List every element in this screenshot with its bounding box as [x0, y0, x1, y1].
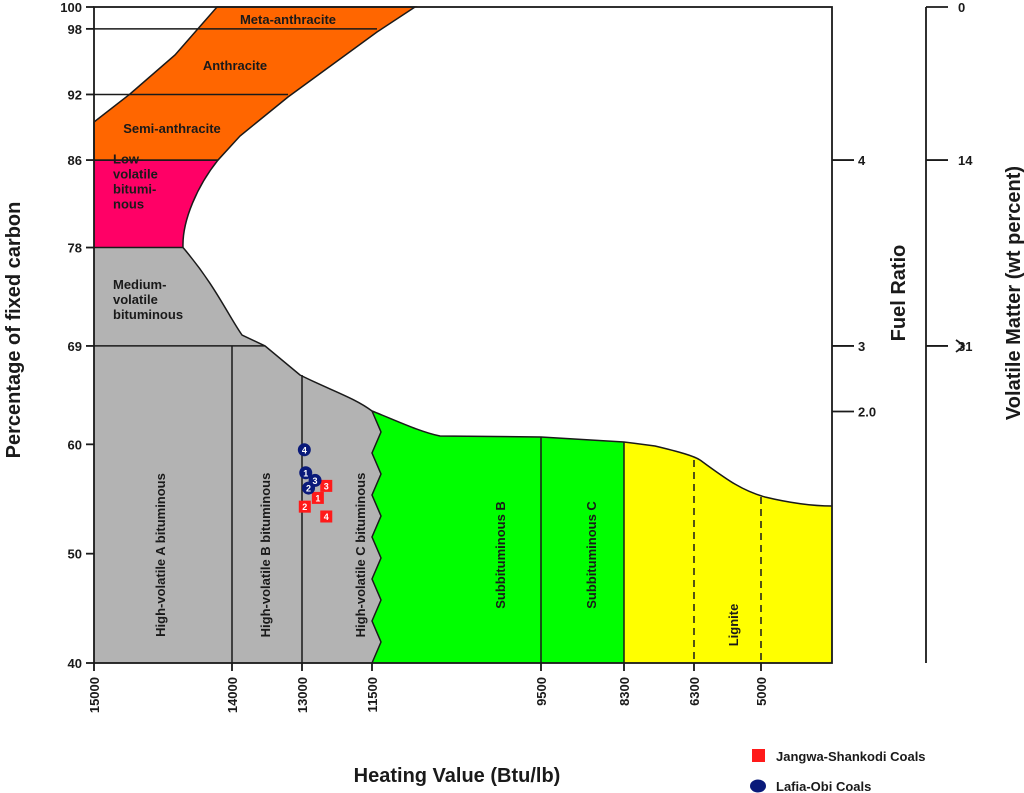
x-tick-label-7: 5000: [754, 677, 769, 706]
rank-label-7: High-volatile C bituminous: [353, 473, 368, 638]
plot-frame: [93, 6, 833, 664]
y-tick-label-3: 86: [68, 153, 82, 168]
axis-titles: Heating Value (Btu/lb) Percentage of fix…: [3, 166, 1024, 787]
rank-label-10: Lignite: [726, 604, 741, 647]
point-label-1-1: 2: [306, 484, 311, 494]
volatile-label-0: 0: [958, 0, 965, 15]
y-tick-label-6: 60: [68, 437, 82, 452]
rank-label-9: Subbituminous C: [584, 501, 599, 609]
region-anthracite-group: [94, 7, 415, 161]
rank-label-6: High-volatile B bituminous: [258, 473, 273, 638]
volatile-matter-axis-title: Volatile Matter (wt percent): [1003, 166, 1024, 420]
x-tick-label-3: 11500: [365, 677, 380, 712]
bituminous-subbituminous-boundary: [371, 410, 382, 664]
rank-label-2: Semi-anthracite: [123, 121, 221, 136]
point-1-0: [299, 466, 313, 480]
y-tick-label-1: 98: [68, 22, 82, 37]
volatile-label-1: 14: [958, 153, 973, 168]
y-tick-label-5: 69: [68, 339, 82, 354]
rank-label-1: Anthracite: [203, 58, 267, 73]
x-tick-label-1: 14000: [225, 677, 240, 713]
point-1-3: [297, 443, 311, 457]
point-0-3: [320, 510, 333, 523]
legend-marker-0: [752, 749, 765, 762]
point-label-0-2: 3: [324, 481, 329, 491]
rank-regions: [93, 6, 833, 664]
rank-label-3: Low-volatile bitumi-nous: [113, 152, 158, 212]
legend: Jangwa-Shankodi Coals Lafia-Obi Coals: [750, 749, 926, 793]
region-low-volatile: [94, 160, 218, 248]
legend-label-0: Jangwa-Shankodi Coals: [776, 749, 926, 764]
point-label-1-2: 3: [313, 476, 318, 486]
rank-labels: Meta-anthracite Anthracite Semi-anthracite…: [113, 12, 741, 646]
rank-label-4: Medium-volatile bituminous: [113, 277, 183, 322]
greater-than-mark: [955, 339, 966, 353]
fuel-ratio-axis-title: Fuel Ratio: [888, 245, 910, 342]
point-label-1-0: 1: [303, 468, 308, 478]
rank-boundary-curve: [182, 159, 833, 507]
point-label-1-3: 4: [302, 445, 307, 455]
region-lignite: [624, 442, 832, 663]
y-tick-label-8: 40: [68, 656, 82, 671]
rank-label-5: High-volatile A bituminous: [153, 473, 168, 637]
volatile-label-2: 31: [958, 339, 972, 354]
point-0-1: [298, 500, 311, 513]
region-bituminous: [94, 247, 381, 664]
point-label-0-1: 2: [302, 502, 307, 512]
y-tick-label-2: 92: [68, 87, 82, 102]
point-1-2: [308, 473, 322, 487]
y-tick-label-7: 50: [68, 547, 82, 562]
fuel-ratio-label-0: 4: [858, 153, 866, 168]
fuel-ratio-label-2: 2.0: [858, 405, 876, 420]
rank-label-0: Meta-anthracite: [240, 12, 336, 27]
x-tick-label-0: 15000: [87, 677, 102, 713]
legend-marker-1: [750, 779, 766, 793]
point-0-0: [311, 491, 324, 504]
x-tick-label-4: 9500: [534, 677, 549, 706]
legend-label-1: Lafia-Obi Coals: [776, 779, 871, 793]
x-tick-label-5: 8300: [617, 677, 632, 706]
rank-label-8: Subbituminous B: [493, 501, 508, 609]
y-axis-title: Percentage of fixed carbon: [3, 202, 25, 459]
y-tick-label-4: 78: [68, 241, 82, 256]
x-tick-label-6: 6300: [687, 677, 702, 706]
point-label-0-3: 4: [324, 512, 329, 522]
x-tick-label-2: 13000: [295, 677, 310, 713]
region-subbituminous: [372, 411, 624, 663]
y-tick-label-0: 100: [60, 0, 82, 15]
fuel-ratio-label-1: 3: [858, 339, 865, 354]
x-axis-title: Heating Value (Btu/lb): [354, 765, 561, 787]
point-label-0-0: 1: [315, 493, 320, 503]
point-0-2: [320, 479, 333, 492]
